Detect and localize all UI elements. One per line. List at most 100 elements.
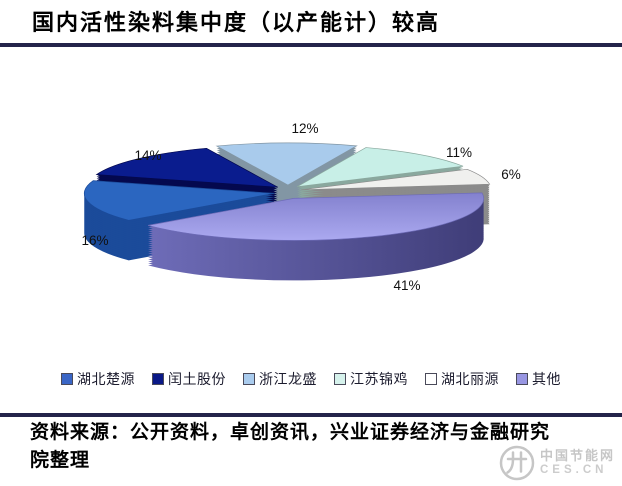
pie-slice-side [148, 224, 484, 273]
pie-slice-side [301, 203, 490, 224]
pie-slice-side [96, 172, 278, 212]
pie-slice-group-2 [95, 147, 278, 228]
legend-item-2: 闰土股份 [152, 369, 226, 389]
pie-slice-side [84, 210, 275, 251]
pie-slice-label-1: 16% [81, 233, 108, 248]
pie-slice-label-2: 14% [134, 148, 161, 163]
pie-slice-side [84, 190, 275, 231]
pie-slice-side [301, 185, 490, 206]
legend-item-5: 湖北丽源 [425, 369, 499, 389]
pie-slice-side [297, 155, 464, 195]
legend-swatch [334, 373, 346, 385]
pie-slice-side [148, 198, 484, 247]
pie-slice-side [297, 177, 464, 217]
watermark-site-code: CES.CN [540, 464, 608, 476]
pie-slice-side [216, 181, 357, 224]
pie-slice-side [216, 157, 357, 200]
legend-label: 闰土股份 [168, 371, 226, 387]
pie-slice-side [301, 197, 490, 218]
pie-slice-side [301, 209, 490, 230]
pie-slice-side [301, 187, 490, 208]
legend-swatch [516, 373, 528, 385]
pie-slice-side [216, 165, 357, 208]
pie-slice-side [148, 204, 484, 253]
pie-slice-side [216, 159, 357, 202]
pie-slice-side [216, 151, 357, 194]
chart-legend: 湖北楚源 闰土股份 浙江龙盛 江苏锦鸡 湖北丽源 其他 [0, 369, 622, 389]
pie-slice-side [148, 196, 484, 245]
pie-slice-side [301, 205, 490, 226]
pie-slice-side [216, 145, 357, 188]
legend-label: 湖北丽源 [441, 371, 499, 387]
pie-slice-side [301, 189, 490, 210]
pie-slice-side [301, 191, 490, 212]
pie-slice-side [84, 220, 275, 261]
pie-slice-side [301, 207, 490, 228]
source-note-line2: 院整理 [30, 450, 91, 471]
legend-item-6: 其他 [516, 369, 561, 389]
pie-slice-side [297, 163, 464, 203]
pie-slice-side [297, 185, 464, 225]
pie-slice-side [148, 222, 484, 271]
legend-item-1: 湖北楚源 [61, 369, 135, 389]
pie-slice-side [301, 199, 490, 220]
pie-slice-side [216, 167, 357, 210]
pie-slice-1 [83, 180, 275, 221]
pie-slice-side [301, 201, 490, 222]
pie-slice-side [301, 177, 490, 198]
pie-slice-side [301, 175, 490, 196]
pie-slice-side [96, 162, 278, 202]
pie-slice-side [96, 156, 278, 196]
pie-slice-side [84, 192, 275, 233]
pie-slice-side [216, 175, 357, 218]
pie-slice-side [148, 230, 484, 279]
title-divider [0, 43, 622, 47]
legend-label: 其他 [532, 371, 561, 387]
pie-slice-side [297, 187, 464, 227]
pie-slice-side [96, 174, 278, 214]
pie-slice-side [301, 183, 490, 204]
legend-label: 浙江龙盛 [259, 371, 317, 387]
pie-slice-side [301, 173, 490, 194]
pie-slice-side [148, 202, 484, 251]
pie-slice-side [84, 202, 275, 243]
pie-slice-side [297, 159, 464, 199]
pie-slice-side [297, 161, 464, 201]
legend-label: 江苏锦鸡 [350, 371, 408, 387]
pie-slice-side [297, 167, 464, 207]
pie-slice-label-5: 6% [501, 167, 521, 182]
pie-slice-side [96, 170, 278, 210]
legend-item-4: 江苏锦鸡 [334, 369, 408, 389]
pie-slice-side [84, 212, 275, 253]
pie-slice-side [216, 147, 357, 190]
pie-slice-side [216, 161, 357, 204]
pie-slice-side [297, 157, 464, 197]
pie-slice-side [96, 160, 278, 200]
pie-slice-side [301, 181, 490, 202]
pie-slice-side [216, 155, 357, 198]
watermark-logo-icon [499, 445, 535, 481]
pie-slice-side [301, 195, 490, 216]
pie-slice-5 [301, 168, 491, 191]
legend-swatch [243, 373, 255, 385]
pie-slice-side [148, 214, 484, 263]
pie-slice-side [96, 180, 278, 220]
pie-slice-side [148, 210, 484, 259]
pie-slice-group-3 [215, 142, 358, 226]
pie-slice-side [297, 179, 464, 219]
pie-slice-side [96, 186, 278, 226]
pie-slice-side [216, 171, 357, 214]
pie-slice-side [96, 150, 278, 190]
pie-slice-side [148, 226, 484, 275]
source-note: 资料来源：公开资料，卓创资讯，兴业证券经济与金融研究 院整理 [30, 419, 610, 475]
pie-slice-group-4 [297, 147, 464, 227]
pie-slice-side [297, 151, 464, 191]
pie-slice-side [297, 165, 464, 205]
pie-slice-side [148, 212, 484, 261]
pie-slice-side [96, 152, 278, 192]
legend-swatch [425, 373, 437, 385]
pie-slice-group-5 [301, 168, 491, 230]
pie-slice-label-3: 12% [291, 121, 318, 136]
pie-slice-2 [95, 147, 278, 188]
pie-slice-group-6 [148, 192, 484, 281]
